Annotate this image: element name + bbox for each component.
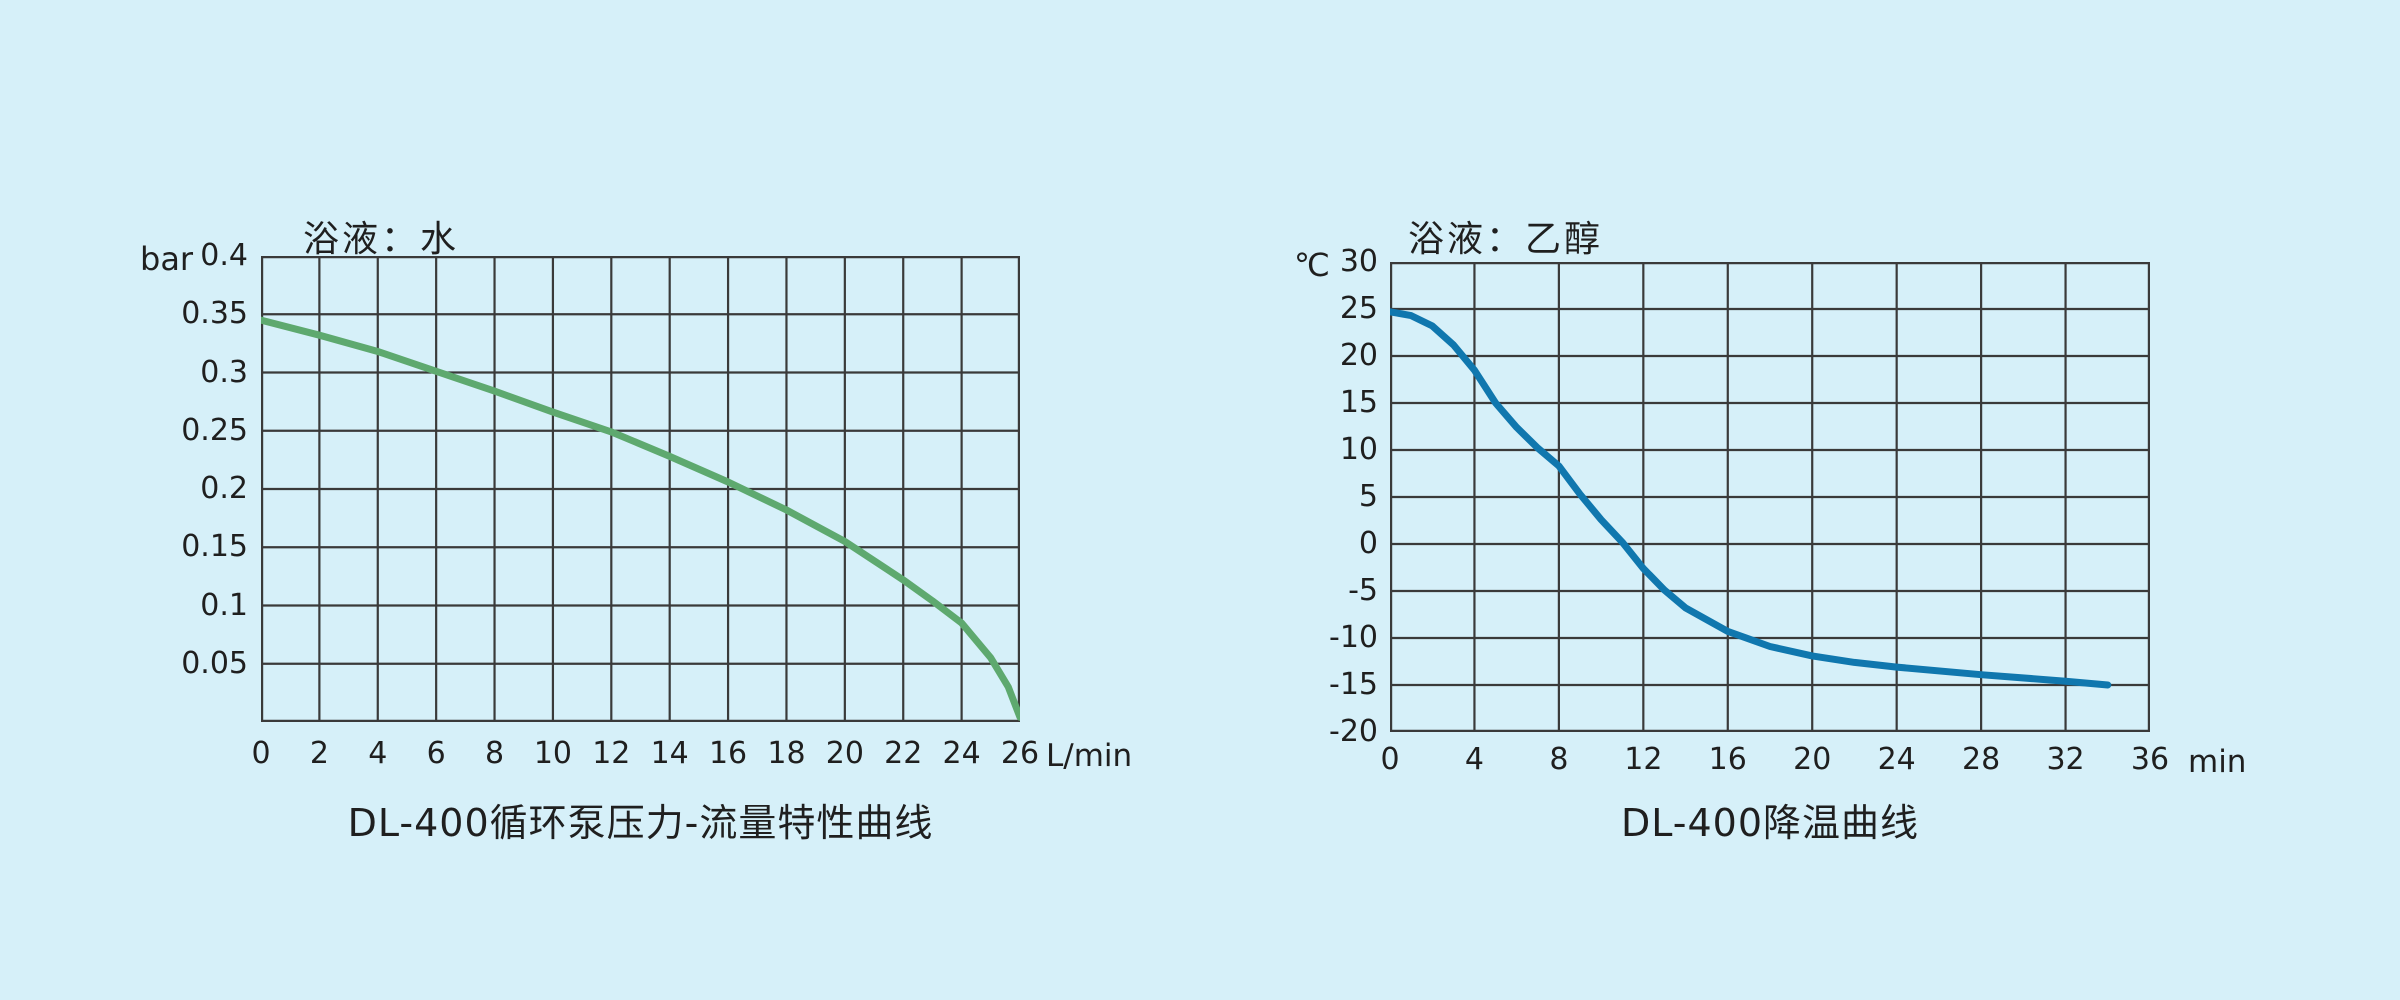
x-tick-label: 0 <box>1380 742 1400 777</box>
chart-title: DL-400降温曲线 <box>1620 801 1919 845</box>
x-tick-label: 4 <box>1464 742 1484 777</box>
y-axis-unit-label: bar <box>140 240 194 278</box>
y-tick-label: 0.15 <box>181 529 248 565</box>
y-tick-label: -10 <box>1329 620 1378 655</box>
x-tick-label: 24 <box>1877 742 1916 777</box>
chart-svg <box>1390 262 2150 732</box>
y-tick-label: 0.25 <box>181 412 248 448</box>
grid-lines <box>261 256 1020 722</box>
y-tick-label: 0.05 <box>181 645 248 681</box>
y-tick-label: 0.2 <box>200 471 248 506</box>
x-tick-label: 4 <box>368 736 388 771</box>
data-curve <box>1390 308 2112 689</box>
y-axis-unit-label: ℃ <box>1294 246 1330 284</box>
x-tick-label: 26 <box>1000 736 1040 771</box>
y-tick-label: 10 <box>1339 432 1378 467</box>
bath-liquid-label: 浴液：水 <box>303 219 460 260</box>
x-axis-tick-labels: 0 2 4 6 8 10 12 14 16 18 20 22 24 26 <box>251 736 1039 776</box>
x-axis-unit-label: min <box>2188 744 2247 780</box>
x-tick-label: 16 <box>1708 742 1747 777</box>
x-tick-label: 0 <box>251 736 271 771</box>
x-tick-label: 12 <box>592 736 631 771</box>
x-tick-label: 20 <box>825 736 864 771</box>
x-axis-tick-labels: 0 4 8 12 16 20 24 28 32 36 <box>1380 742 2169 782</box>
bath-liquid-label: 浴液：乙醇 <box>1408 219 1604 260</box>
x-tick-label: 20 <box>1793 742 1832 777</box>
y-tick-label: 0 <box>1358 526 1378 561</box>
x-tick-label: 14 <box>650 736 689 771</box>
y-tick-label: 0.1 <box>200 587 248 623</box>
x-tick-label: 6 <box>426 736 446 771</box>
x-tick-label: 12 <box>1624 742 1663 777</box>
y-tick-label: 15 <box>1339 385 1378 420</box>
x-tick-label: 22 <box>884 736 923 771</box>
data-curve <box>261 316 1020 721</box>
plot-area <box>1390 262 2150 732</box>
x-axis-unit-label: L/min <box>1046 738 1133 774</box>
grid-lines <box>1390 262 2150 732</box>
y-axis-tick-labels: 0.4 0.35 0.3 0.25 0.2 0.15 0.1 0.05 <box>60 240 248 722</box>
x-tick-label: 18 <box>767 736 806 771</box>
y-tick-label: 20 <box>1339 338 1378 373</box>
x-tick-label: 32 <box>2046 742 2085 777</box>
x-tick-label: 8 <box>1549 742 1569 777</box>
x-tick-label: 10 <box>533 736 573 771</box>
x-tick-label: 2 <box>309 736 329 771</box>
x-tick-label: 36 <box>2130 742 2170 777</box>
y-tick-label: -20 <box>1329 714 1378 749</box>
y-tick-label: 0.3 <box>200 354 248 390</box>
y-tick-label: -15 <box>1329 667 1378 702</box>
y-tick-label: 30 <box>1339 244 1378 279</box>
y-tick-label: 25 <box>1339 291 1378 326</box>
chart-svg <box>261 256 1020 722</box>
y-axis-tick-labels: 30 25 20 15 10 5 0 -5 -10 -15 -20 <box>1220 246 1378 748</box>
x-tick-label: 16 <box>708 736 748 771</box>
y-tick-label: -5 <box>1348 573 1378 608</box>
x-tick-label: 8 <box>484 736 505 771</box>
y-tick-label: 0.35 <box>181 296 248 332</box>
plot-area <box>261 256 1020 722</box>
chart-title: DL-400循环泵压力-流量特性曲线 <box>347 801 934 845</box>
x-tick-label: 24 <box>942 736 981 771</box>
y-tick-label: 5 <box>1358 479 1378 514</box>
y-tick-label: 0.4 <box>200 238 248 273</box>
x-tick-label: 28 <box>1962 742 2001 777</box>
